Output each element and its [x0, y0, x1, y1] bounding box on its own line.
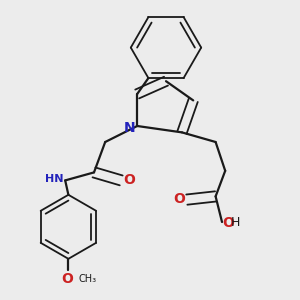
Text: H: H [231, 217, 241, 230]
Text: O: O [61, 272, 73, 286]
Text: HN: HN [45, 174, 64, 184]
Text: O: O [222, 216, 234, 230]
Text: CH₃: CH₃ [79, 274, 97, 284]
Text: O: O [123, 173, 135, 187]
Text: N: N [123, 121, 135, 135]
Text: O: O [173, 192, 185, 206]
